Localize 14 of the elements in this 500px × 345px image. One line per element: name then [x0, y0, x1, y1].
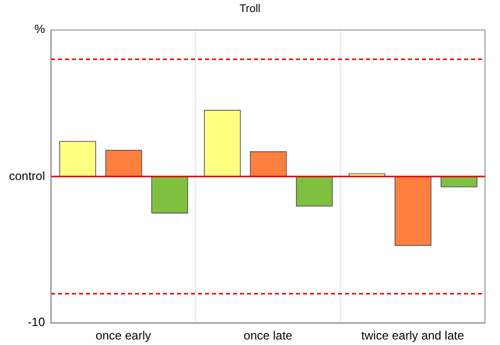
- chart-title: Troll: [238, 3, 262, 15]
- bar: [151, 176, 188, 214]
- x-tick-label: once late: [244, 328, 293, 343]
- x-tick-label: once early: [96, 328, 152, 343]
- bar: [394, 176, 432, 246]
- bar: [105, 150, 142, 177]
- text: -10: [28, 315, 45, 329]
- bar: [296, 176, 333, 207]
- x-tick-label: twice early and late: [361, 328, 464, 343]
- text: control: [8, 168, 45, 182]
- bar: [250, 151, 287, 177]
- text: %: [34, 22, 45, 36]
- bar: [59, 140, 96, 177]
- bar: [204, 110, 241, 177]
